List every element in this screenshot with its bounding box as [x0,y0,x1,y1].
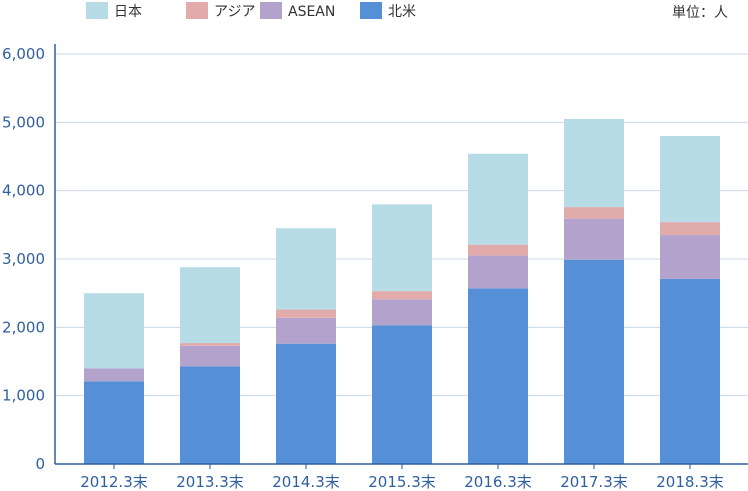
y-tick-label: 2,000 [2,318,45,336]
y-tick-label: 3,000 [2,250,45,268]
y-tick-label: 1,000 [2,387,45,405]
bar-segment [84,368,144,382]
bar-segment [276,343,336,464]
bar-segment [276,228,336,310]
legend-label: ASEAN [288,4,335,20]
bar-segment [660,222,720,236]
bar-segment [276,309,336,318]
bar-segment [276,317,336,344]
unit-label: 単位：人 [672,5,728,21]
legend-swatch [86,2,108,19]
bar-segment [564,207,624,219]
legend-label: 日本 [114,4,142,20]
legend-swatch [186,2,208,19]
bar-segment [660,278,720,464]
x-tick-label: 2015.3末 [368,473,436,491]
bar-segment [468,255,528,289]
bar-segment [372,291,432,300]
bars [84,118,720,464]
x-tick-label: 2018.3末 [656,473,724,491]
y-tick-label: 5,000 [2,113,45,131]
bar-segment [564,259,624,464]
bar-segment [564,118,624,208]
bar-segment [468,153,528,245]
bar-segment [372,299,432,326]
legend-label: アジア [214,4,255,20]
y-axis-ticks: 0 1,000 2,000 3,000 4,000 5,000 6,000 [2,45,45,473]
bar-segment [84,381,144,464]
x-axis-ticks: 2012.3末 2013.3末 2014.3末 2015.3末 2016.3末 2017.… [80,464,724,491]
legend-swatch [260,2,282,19]
bar-segment [372,325,432,464]
legend-swatch [360,2,382,19]
bar-segment [660,235,720,279]
y-tick-label: 0 [35,455,45,473]
x-tick-label: 2013.3末 [176,473,244,491]
bar-segment [180,366,240,464]
x-tick-label: 2017.3末 [560,473,628,491]
x-tick-label: 2012.3末 [80,473,148,491]
bar-segment [180,267,240,344]
bar-segment [660,136,720,223]
legend: 日本 アジア ASEAN 北米 [86,2,416,20]
bar-segment [180,345,240,367]
bar-segment [180,343,240,346]
bar-segment [564,218,624,260]
legend-label: 北米 [388,4,416,20]
x-tick-label: 2014.3末 [272,473,340,491]
x-tick-label: 2016.3末 [464,473,532,491]
bar-segment [84,293,144,369]
bar-segment [468,288,528,464]
y-tick-label: 6,000 [2,45,45,63]
y-tick-label: 4,000 [2,182,45,200]
bar-segment [468,244,528,256]
bar-segment [372,204,432,292]
